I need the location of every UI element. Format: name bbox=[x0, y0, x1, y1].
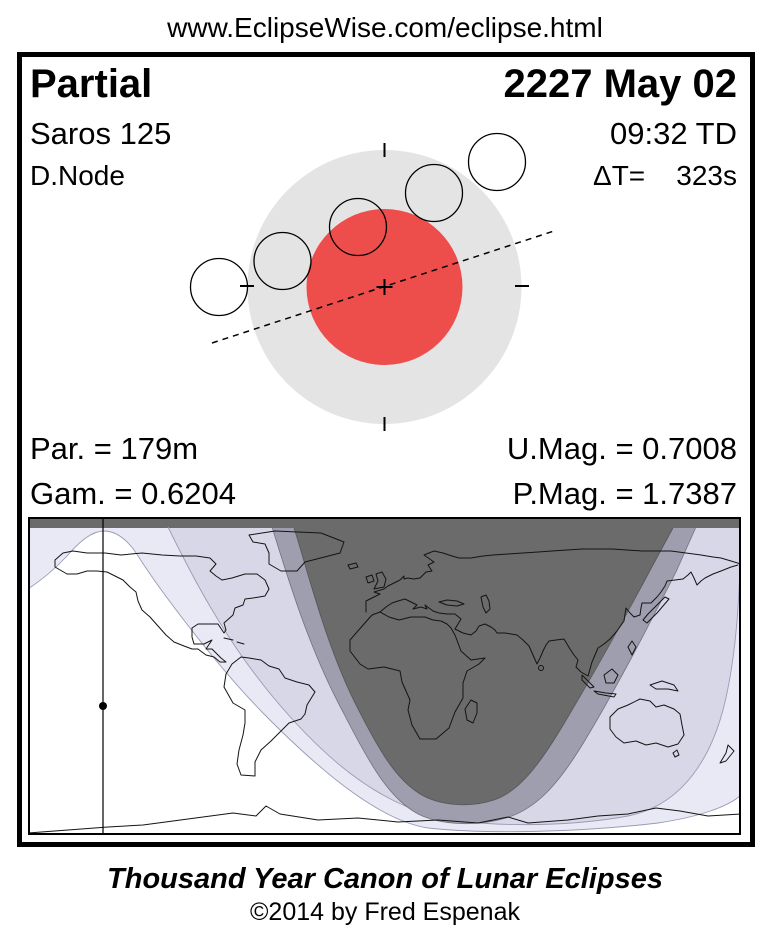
sub-lunar-point-dot bbox=[99, 702, 107, 710]
moon-circle-u1 bbox=[253, 231, 312, 291]
moon-positions bbox=[189, 132, 527, 317]
page-header-url: www.EclipseWise.com/eclipse.html bbox=[167, 12, 603, 43]
coast-mediterranean bbox=[379, 598, 462, 630]
coast-asia-south bbox=[454, 564, 739, 677]
eclipse-date: 2227 May 02 bbox=[503, 62, 737, 106]
saros-label: Saros 125 bbox=[30, 116, 172, 151]
coast-japan bbox=[642, 596, 670, 624]
eclipse-time: 09:32 TD bbox=[610, 116, 737, 151]
eclipse-type-label: Partial bbox=[30, 62, 153, 106]
moon-circle-p1 bbox=[189, 257, 249, 317]
coast-iceland bbox=[347, 562, 359, 570]
coast-tasmania bbox=[672, 749, 680, 758]
coast-north-america bbox=[54, 550, 270, 663]
moon-circle-p4 bbox=[467, 132, 527, 192]
umbral-magnitude-value: U.Mag. = 0.7008 bbox=[506, 431, 737, 466]
coast-sri-lanka bbox=[538, 665, 544, 671]
coastlines bbox=[28, 530, 741, 834]
coast-africa bbox=[349, 611, 486, 740]
moon-circle-greatest bbox=[328, 197, 388, 257]
coast-philippines bbox=[627, 640, 637, 656]
coast-new-guinea bbox=[649, 680, 679, 692]
coast-new-zealand bbox=[719, 744, 735, 764]
coast-borneo bbox=[603, 668, 619, 684]
center-cross bbox=[376, 279, 393, 295]
coast-greenland bbox=[248, 530, 345, 572]
shadow-diagram bbox=[189, 132, 558, 431]
coast-south-america bbox=[223, 656, 316, 777]
coast-australia bbox=[609, 698, 685, 748]
delta-t-value: ΔT= 323s bbox=[593, 160, 737, 191]
penumbral-magnitude-value: P.Mag. = 1.7387 bbox=[512, 476, 737, 511]
coast-sumatra bbox=[581, 674, 595, 689]
coast-black-sea bbox=[438, 599, 465, 607]
map-zone-all-visible bbox=[28, 517, 741, 805]
coast-europe-arctic bbox=[365, 548, 741, 613]
coast-java bbox=[593, 690, 617, 698]
coast-antarctica bbox=[28, 805, 741, 834]
eclipse-card: Partial Saros 125 D.Node 2227 May 02 09:… bbox=[17, 52, 755, 847]
coast-caspian-sea bbox=[480, 594, 491, 614]
gamma-value: Gam. = 0.6204 bbox=[30, 476, 236, 511]
moon-circle-u4 bbox=[404, 163, 464, 223]
coast-ireland bbox=[365, 574, 375, 584]
canon-title: Thousand Year Canon of Lunar Eclipses bbox=[107, 863, 663, 895]
copyright-line: ©2014 by Fred Espenak bbox=[250, 898, 520, 926]
node-label: D.Node bbox=[30, 160, 125, 191]
coast-uk bbox=[373, 571, 387, 590]
partial-duration-value: Par. = 179m bbox=[30, 431, 199, 466]
coast-madagascar bbox=[464, 699, 478, 724]
coast-caribbean bbox=[223, 637, 245, 645]
visibility-map bbox=[28, 517, 741, 835]
map-border bbox=[28, 517, 741, 835]
